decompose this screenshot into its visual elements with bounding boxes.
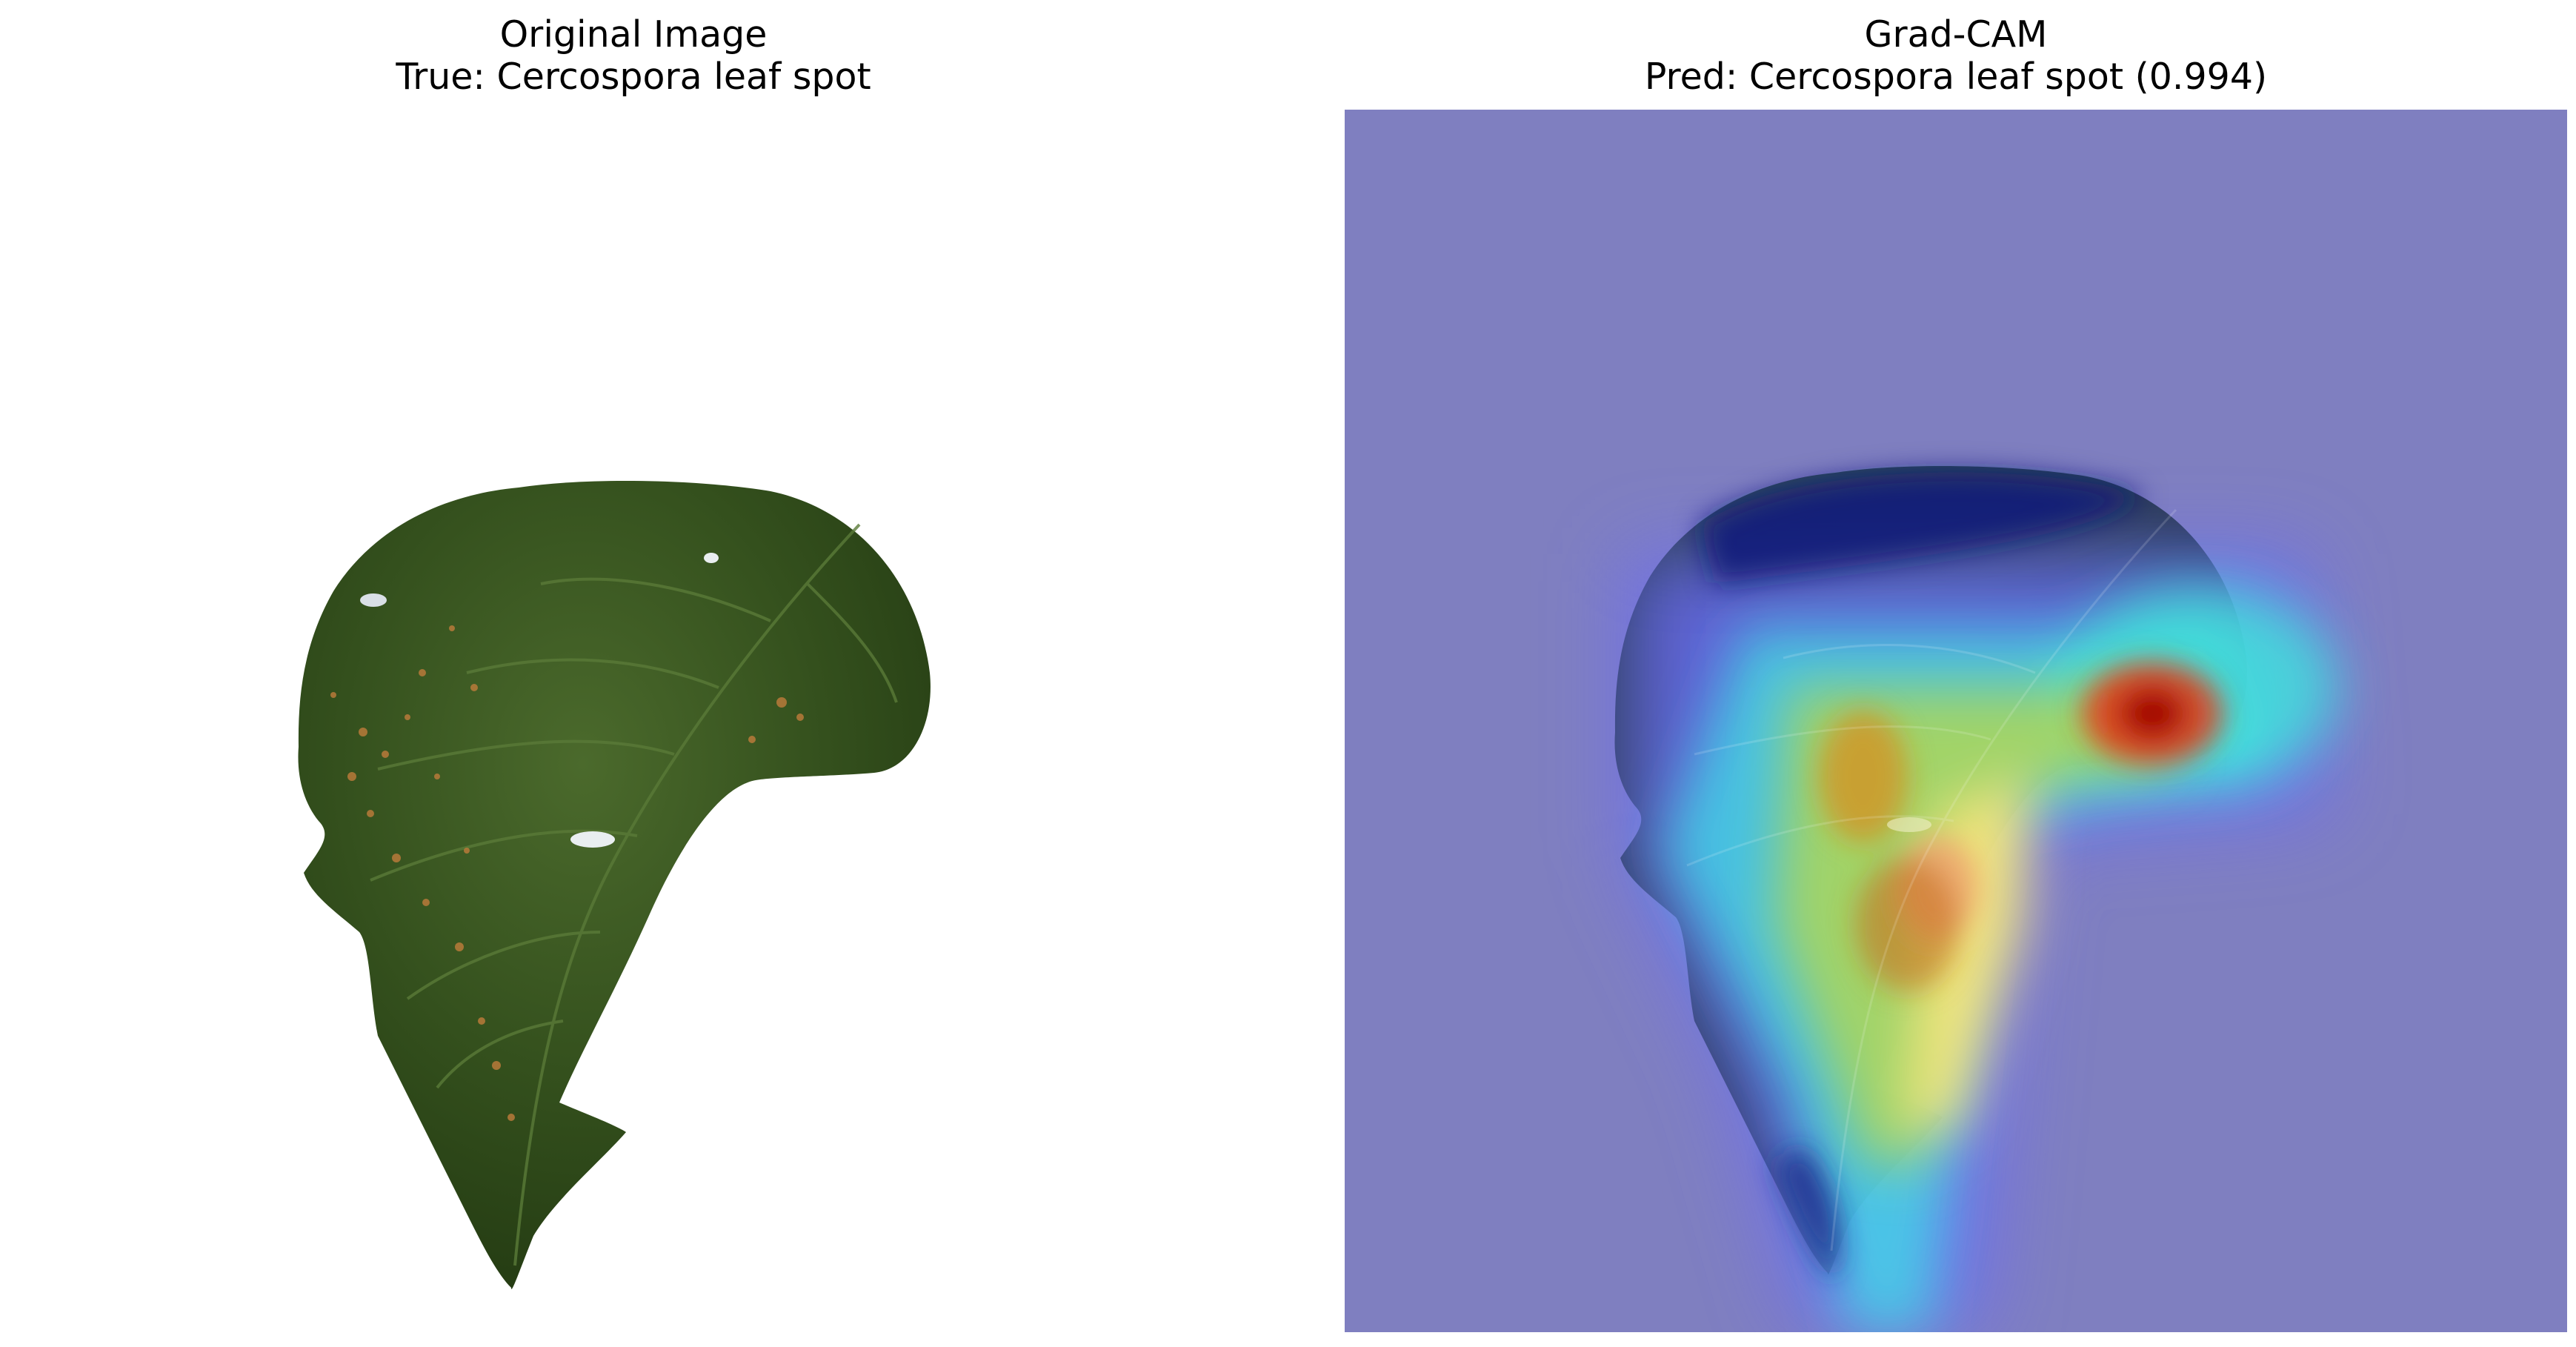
heatmap-dark-top	[1700, 472, 2145, 1280]
original-leaf-image	[22, 110, 1245, 1332]
leaf-hole	[360, 593, 387, 607]
gradcam-panel: Grad-CAM Pred: Cercospora leaf spot (0.9…	[1345, 0, 2567, 1347]
gradcam-title: Grad-CAM Pred: Cercospora leaf spot (0.9…	[1345, 13, 2567, 98]
leaf-hole	[570, 831, 615, 848]
leaf-veins	[370, 523, 898, 1266]
disease-spots	[330, 625, 804, 1121]
gradcam-title-line1: Grad-CAM	[1864, 13, 2048, 56]
leaf-shape	[298, 480, 931, 1289]
prediction-label-title: Pred: Cercospora leaf spot (0.994)	[1644, 56, 2268, 98]
original-image-title: Original Image True: Cercospora leaf spo…	[22, 13, 1245, 98]
original-image-title-line1: Original Image	[499, 13, 768, 56]
original-image-panel: Original Image True: Cercospora leaf spo…	[22, 0, 1245, 1347]
gradcam-heatmap-image	[1345, 110, 2567, 1332]
leaf-hole	[704, 553, 719, 563]
true-label-title: True: Cercospora leaf spot	[396, 56, 871, 98]
heatmap-hot-spots	[1819, 662, 2223, 991]
